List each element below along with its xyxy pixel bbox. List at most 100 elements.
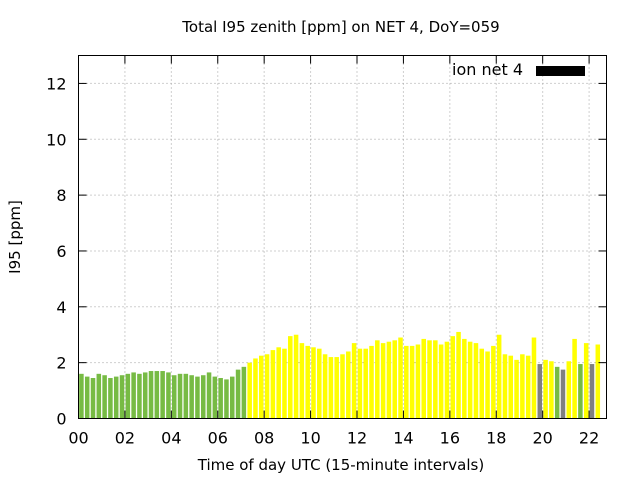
bar bbox=[595, 344, 601, 419]
bar bbox=[502, 354, 508, 419]
bar bbox=[311, 347, 316, 419]
bar bbox=[334, 357, 339, 419]
bar bbox=[363, 348, 368, 419]
plot-frame bbox=[78, 55, 607, 419]
y-tick-label: 0 bbox=[56, 410, 66, 429]
bar bbox=[369, 345, 374, 419]
bar bbox=[566, 361, 572, 419]
x-axis-title: Time of day UTC (15-minute intervals) bbox=[197, 456, 484, 474]
legend: ion net 4 bbox=[452, 60, 585, 79]
legend-swatch bbox=[536, 66, 585, 76]
bar bbox=[218, 378, 223, 419]
bar bbox=[508, 355, 514, 419]
bar bbox=[264, 354, 270, 419]
x-tick-label: 20 bbox=[532, 429, 552, 448]
bar bbox=[189, 375, 194, 419]
bar bbox=[288, 336, 293, 419]
bar bbox=[554, 366, 560, 419]
bar bbox=[514, 359, 519, 419]
bar bbox=[433, 340, 438, 419]
x-tick-label: 14 bbox=[393, 429, 413, 448]
bar bbox=[462, 338, 467, 419]
bar bbox=[154, 371, 160, 419]
bar bbox=[549, 361, 554, 419]
bar bbox=[206, 372, 212, 419]
bar bbox=[560, 369, 566, 419]
bar bbox=[160, 371, 165, 419]
bar bbox=[212, 376, 218, 419]
bar bbox=[131, 372, 136, 419]
bar bbox=[467, 341, 473, 419]
bar bbox=[346, 351, 351, 419]
bar bbox=[351, 343, 357, 419]
y-tick-label: 6 bbox=[56, 242, 66, 261]
bar bbox=[537, 364, 543, 419]
bars bbox=[79, 331, 601, 419]
bar bbox=[270, 350, 276, 419]
bar bbox=[357, 348, 363, 419]
bar bbox=[583, 343, 589, 419]
bar bbox=[438, 344, 444, 419]
bar bbox=[520, 354, 525, 419]
bar bbox=[409, 345, 415, 419]
bar bbox=[247, 362, 252, 419]
x-tick-label: 08 bbox=[254, 429, 274, 448]
y-tick-label: 2 bbox=[56, 354, 66, 373]
bar bbox=[229, 376, 235, 419]
y-tick-label: 12 bbox=[46, 74, 66, 93]
bar bbox=[235, 369, 241, 419]
x-tick-label: 02 bbox=[115, 429, 135, 448]
bar bbox=[90, 378, 96, 419]
bar bbox=[589, 364, 595, 419]
bar bbox=[415, 344, 421, 419]
bar bbox=[171, 375, 177, 419]
y-tick-labels: 0 2 4 6 8 10 12 bbox=[46, 74, 66, 428]
bar bbox=[543, 359, 548, 419]
chart-title: Total I95 zenith [ppm] on NET 4, DoY=059 bbox=[181, 18, 499, 36]
bar bbox=[485, 351, 490, 419]
bar bbox=[200, 375, 206, 419]
bar bbox=[276, 347, 281, 419]
bar bbox=[166, 372, 171, 419]
bar bbox=[96, 373, 102, 419]
x-tick-label: 10 bbox=[300, 429, 320, 448]
y-tick-label: 10 bbox=[46, 130, 66, 149]
x-tick-label: 00 bbox=[68, 429, 88, 448]
bar bbox=[183, 373, 189, 419]
bar bbox=[525, 355, 531, 419]
axis-ticks bbox=[78, 55, 607, 419]
bar bbox=[125, 373, 131, 419]
bar bbox=[421, 338, 426, 419]
bar bbox=[293, 334, 299, 419]
bar bbox=[444, 341, 450, 419]
bar bbox=[299, 343, 305, 419]
bar bbox=[148, 371, 154, 419]
bar bbox=[84, 376, 90, 419]
bar bbox=[473, 343, 479, 419]
bar bbox=[102, 375, 107, 419]
y-axis-title: I95 [ppm] bbox=[6, 200, 24, 274]
bar bbox=[427, 340, 432, 419]
bar bbox=[496, 334, 502, 419]
bar bbox=[386, 341, 392, 419]
bar bbox=[404, 345, 409, 419]
bar bbox=[259, 355, 264, 419]
grid-lines bbox=[78, 55, 607, 419]
bar bbox=[375, 340, 380, 419]
bar bbox=[572, 338, 577, 419]
x-tick-label: 06 bbox=[208, 429, 228, 448]
bar bbox=[328, 357, 334, 419]
bar bbox=[241, 366, 247, 419]
bar bbox=[491, 345, 496, 419]
bar bbox=[142, 372, 148, 419]
x-tick-label: 12 bbox=[347, 429, 367, 448]
bar bbox=[317, 348, 322, 419]
x-tick-label: 16 bbox=[440, 429, 460, 448]
bar bbox=[531, 337, 537, 419]
bar bbox=[108, 378, 113, 419]
bar bbox=[380, 343, 386, 419]
bar bbox=[392, 340, 397, 419]
bar bbox=[79, 373, 84, 419]
bar bbox=[305, 345, 310, 419]
